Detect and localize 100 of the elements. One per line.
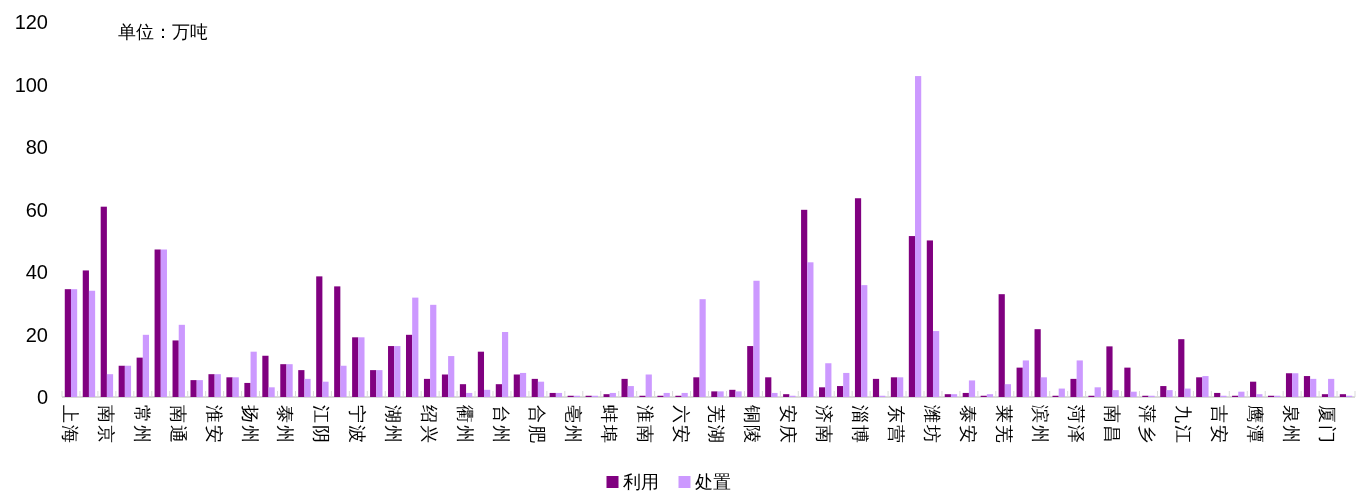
bar: [244, 382, 251, 397]
bar: [819, 387, 826, 397]
bar: [448, 356, 455, 397]
bar: [1040, 377, 1047, 397]
bar: [944, 394, 951, 397]
bar: [1328, 378, 1335, 397]
bar: [1285, 373, 1293, 397]
bar: [753, 280, 760, 397]
x-tick-label: 济南: [814, 405, 835, 445]
bar: [154, 249, 161, 397]
bar: [394, 346, 401, 397]
x-tick-label: 宁波: [347, 405, 368, 445]
bar: [100, 206, 107, 397]
bar: [627, 386, 634, 397]
x-tick-label: 常州: [131, 405, 152, 445]
bar: [645, 374, 652, 397]
x-tick-label: 九江: [1173, 405, 1194, 445]
bar: [304, 378, 311, 397]
bar: [950, 394, 958, 397]
legend-label: 处置: [694, 472, 731, 492]
bar: [214, 374, 221, 397]
bar: [1094, 387, 1101, 397]
y-tick-label: 60: [25, 198, 48, 221]
bar: [986, 394, 994, 397]
bar: [549, 392, 556, 397]
bar: [962, 392, 969, 397]
bar: [1178, 339, 1185, 397]
x-tick-label: 铜陵: [742, 404, 763, 445]
bar: [1112, 390, 1119, 397]
x-tick-label: 菏泽: [1065, 405, 1086, 445]
bar: [334, 286, 341, 397]
bar: [783, 394, 790, 397]
x-tick-label: 绍兴: [419, 405, 440, 445]
bar: [268, 387, 275, 397]
bar: [801, 209, 808, 397]
x-tick-label: 上海: [59, 405, 80, 445]
bar: [340, 365, 347, 397]
bar: [226, 377, 233, 397]
bar: [501, 332, 509, 397]
x-tick-label: 南京: [95, 405, 116, 445]
bar: [466, 392, 473, 397]
bar: [441, 374, 449, 397]
x-tick-label: 扬州: [239, 405, 260, 445]
x-tick-label: 淄博: [850, 405, 871, 445]
bar: [717, 391, 724, 397]
bar: [136, 357, 143, 397]
bar: [88, 290, 96, 397]
bar: [286, 364, 293, 397]
x-tick-label: 泉州: [1281, 405, 1302, 445]
bar: [663, 392, 670, 397]
bar: [1214, 392, 1221, 397]
bar: [1321, 394, 1329, 397]
x-tick-label: 鹰潭: [1245, 405, 1266, 445]
bar: [890, 377, 898, 397]
bar: [388, 346, 395, 397]
bar: [897, 377, 904, 397]
y-tick-label: 80: [25, 136, 48, 158]
bar: [412, 297, 419, 397]
y-tick-label: 0: [36, 386, 48, 408]
bar: [926, 240, 933, 397]
bar: [477, 351, 485, 397]
bar: [531, 378, 538, 397]
x-tick-label: 合肥: [526, 405, 547, 445]
bar: [1256, 394, 1263, 397]
x-tick-label: 东营: [886, 405, 907, 445]
bar: [854, 198, 862, 397]
bar: [1004, 384, 1012, 397]
bar: [250, 351, 257, 397]
legend-label: 利用: [622, 472, 659, 492]
bar: [280, 364, 287, 397]
bar: [142, 334, 150, 397]
bar: [178, 324, 185, 397]
bar: [1310, 378, 1317, 397]
x-tick-label: 泰安: [957, 405, 978, 445]
bar: [484, 389, 491, 397]
bar: [232, 377, 239, 397]
bar: [693, 377, 700, 397]
bar: [298, 370, 305, 397]
bar: [603, 394, 610, 397]
bar: [208, 374, 215, 397]
x-tick-label: 安庆: [778, 405, 799, 445]
y-tick-label: 120: [14, 11, 48, 33]
bar: [1196, 377, 1203, 397]
bar: [196, 380, 203, 397]
bar: [537, 381, 545, 397]
bar: [1016, 367, 1023, 397]
bar: [735, 391, 742, 397]
bar: [376, 370, 383, 397]
bar: [82, 270, 89, 397]
bar: [711, 391, 718, 397]
bar: [64, 289, 71, 397]
x-tick-label: 厦门: [1317, 405, 1338, 445]
x-tick-label: 泰州: [275, 405, 296, 445]
bar: [1339, 394, 1347, 397]
bar: [352, 337, 359, 397]
bar: [459, 384, 467, 397]
x-tick-label: 六安: [670, 405, 691, 445]
bar: [1160, 386, 1167, 397]
x-tick-label: 江阴: [311, 405, 332, 445]
bar: [621, 378, 628, 397]
